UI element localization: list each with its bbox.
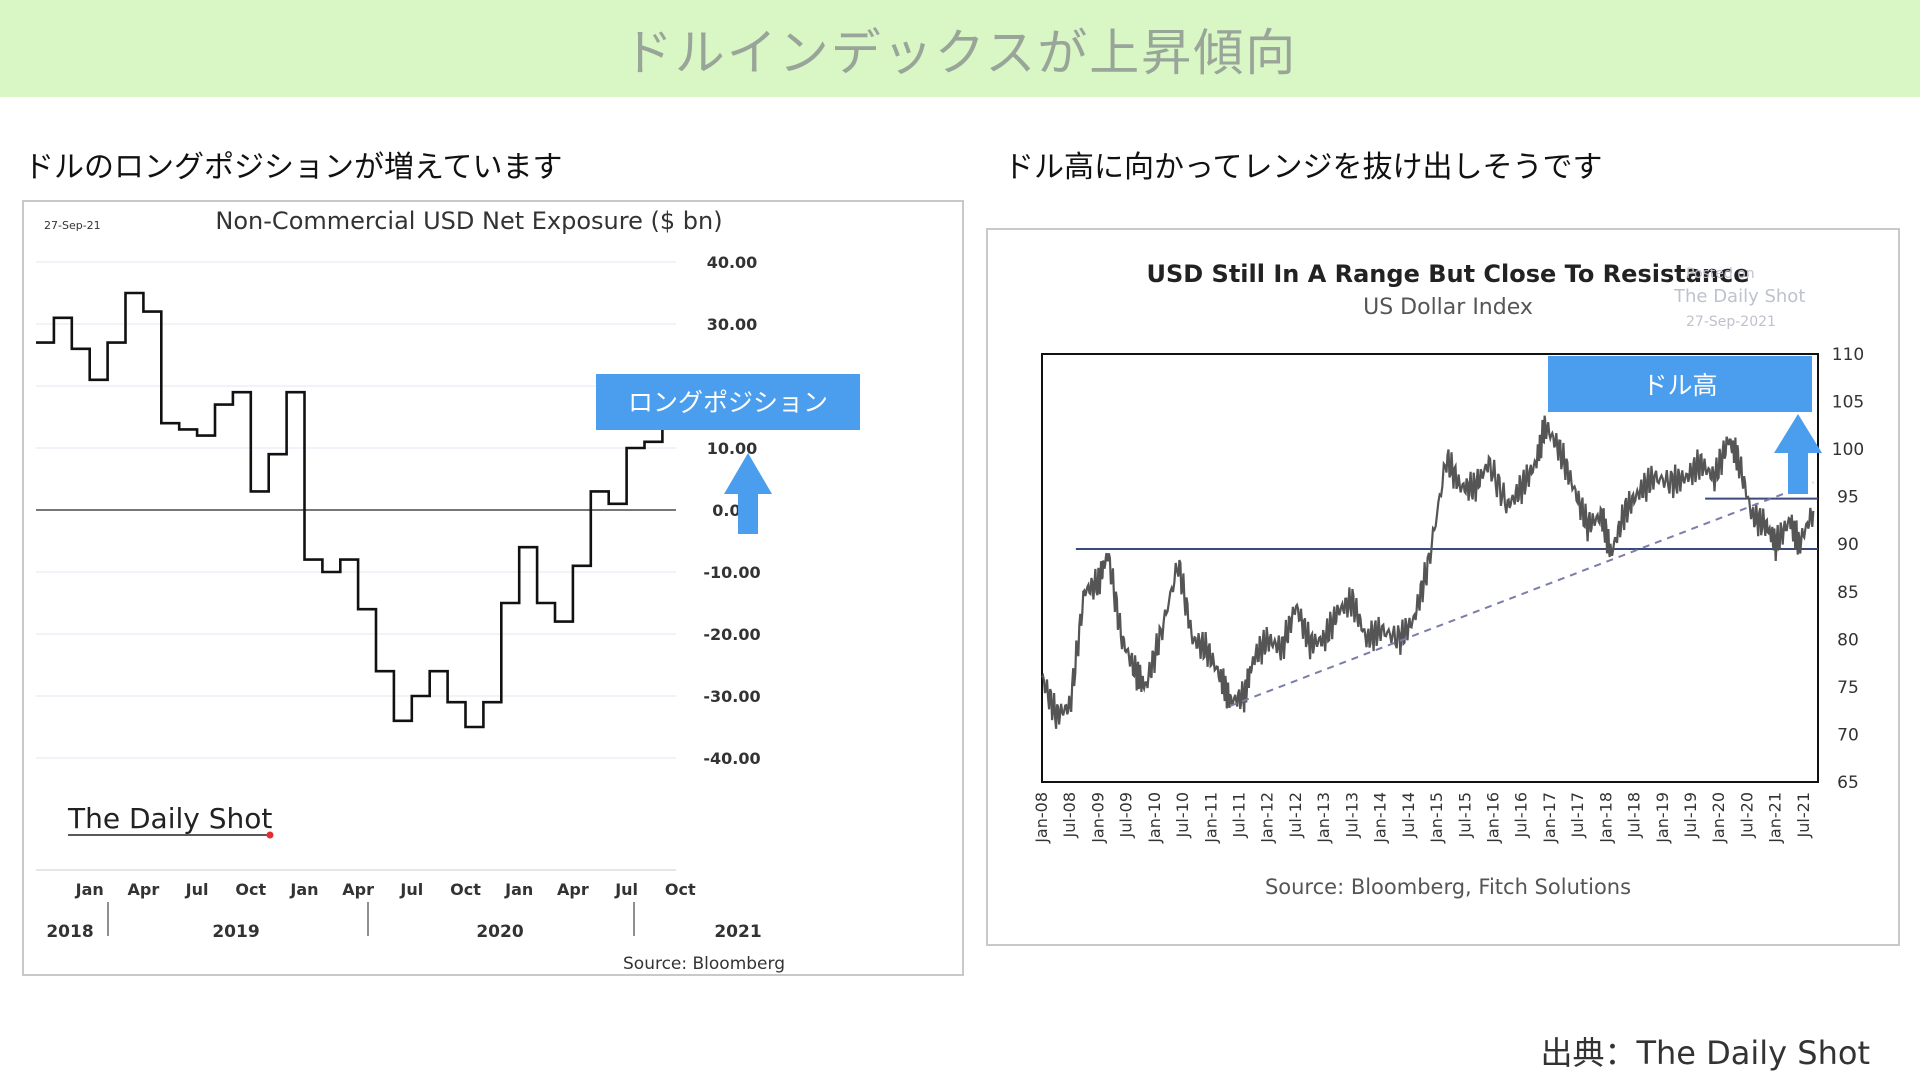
daily-shot-logo: The Daily Shot — [67, 802, 274, 839]
x-tick-label: Jul-14 — [1399, 792, 1418, 838]
x-tick-label: Oct — [665, 880, 696, 899]
year-label: 2019 — [212, 922, 259, 942]
callout-label: ドル高 — [1642, 371, 1717, 400]
y-tick-label: 90 — [1837, 535, 1859, 555]
x-tick-label: Jan-16 — [1484, 792, 1503, 844]
x-tick-label: Jan-15 — [1427, 792, 1446, 844]
net-exposure-line — [36, 291, 664, 729]
y-tick-label: -20.00 — [703, 625, 760, 644]
dollar-strength-callout: ドル高 — [1548, 356, 1822, 494]
x-tick-label: Jan-18 — [1596, 792, 1615, 844]
watermark: Posted on The Daily Shot 27-Sep-2021 — [1673, 266, 1805, 330]
y-tick-label: 65 — [1837, 773, 1859, 793]
long-position-callout: ロングポジション — [596, 374, 860, 534]
y-tick-label: 95 — [1837, 488, 1859, 508]
x-tick-label: Apr — [342, 880, 374, 899]
x-tick-label: Jan-14 — [1371, 792, 1390, 844]
right-chart-panel: USD Still In A Range But Close To Resist… — [986, 228, 1900, 946]
x-tick-label: Jan-09 — [1088, 792, 1107, 844]
x-tick-label: Jan-21 — [1766, 792, 1785, 844]
watermark-line-1: Posted on — [1686, 266, 1755, 282]
x-tick-label: Jul-15 — [1455, 792, 1474, 838]
x-tick-label: Jan-19 — [1653, 792, 1672, 844]
y-tick-label: 105 — [1832, 393, 1864, 413]
x-tick-label: Jul-13 — [1342, 792, 1361, 838]
logo-text: The Daily Shot — [67, 802, 272, 835]
x-tick-label: Jan-12 — [1258, 792, 1277, 844]
x-tick-label: Jan — [75, 880, 104, 899]
up-arrow-icon — [724, 453, 772, 534]
x-tick-label: Jan — [289, 880, 318, 899]
dollar-index-chart: USD Still In A Range But Close To Resist… — [1032, 260, 1864, 899]
x-tick-label: Jan-13 — [1314, 792, 1333, 844]
x-tick-label: Jul-08 — [1060, 792, 1079, 838]
year-label: 2021 — [714, 922, 761, 942]
y-tick-label: 10.00 — [707, 439, 758, 458]
watermark-line-2: The Daily Shot — [1673, 286, 1805, 307]
x-tick-label: Jul — [399, 880, 423, 899]
y-tick-label: -40.00 — [703, 749, 760, 768]
x-tick-label: Jan-08 — [1032, 792, 1051, 844]
y-tick-label: 40.00 — [707, 253, 758, 272]
watermark-line-3: 27-Sep-2021 — [1686, 314, 1776, 330]
chart-title: Non-Commercial USD Net Exposure ($ bn) — [215, 207, 722, 235]
y-tick-label: -10.00 — [703, 563, 760, 582]
x-tick-label: Apr — [128, 880, 160, 899]
x-tick-label: Oct — [450, 880, 481, 899]
source-credit: 出典：The Daily Shot — [1540, 1034, 1870, 1072]
chart-date: 27-Sep-21 — [44, 219, 101, 232]
chart-title: USD Still In A Range But Close To Resist… — [1146, 260, 1749, 288]
x-tick-label: Oct — [235, 880, 266, 899]
x-tick-label: Jul-17 — [1568, 792, 1587, 838]
y-tick-label: -30.00 — [703, 687, 760, 706]
x-tick-label: Jul — [185, 880, 209, 899]
x-tick-label: Jul-09 — [1117, 792, 1136, 838]
right-caption: ドル高に向かってレンジを抜け出しそうです — [1004, 150, 1603, 185]
dollar-index-line — [1041, 415, 1815, 729]
up-arrow-icon — [1774, 414, 1822, 494]
y-tick-label: 110 — [1832, 345, 1864, 365]
x-tick-label: Jul-20 — [1738, 792, 1757, 838]
x-tick-label: Jan-20 — [1709, 792, 1728, 844]
x-tick-label: Jul-11 — [1230, 792, 1249, 838]
title-banner: ドルインデックスが上昇傾向 — [0, 0, 1920, 97]
page-title: ドルインデックスが上昇傾向 — [622, 23, 1298, 82]
x-tick-label: Jul-18 — [1625, 792, 1644, 838]
plot-area — [1041, 353, 1819, 783]
y-tick-label: 85 — [1837, 583, 1859, 603]
x-tick-label: Apr — [557, 880, 589, 899]
x-tick-label: Jul — [614, 880, 638, 899]
x-tick-label: Jul-21 — [1794, 792, 1813, 838]
year-label: 2018 — [46, 922, 93, 942]
y-tick-label: 80 — [1837, 630, 1859, 650]
y-tick-label: 100 — [1832, 440, 1864, 460]
callout-label: ロングポジション — [628, 388, 828, 417]
x-tick-label: Jan — [504, 880, 533, 899]
x-tick-label: Jul-12 — [1286, 792, 1305, 838]
left-chart-panel: 27-Sep-21 Non-Commercial USD Net Exposur… — [22, 200, 964, 976]
x-tick-label: Jul-10 — [1173, 792, 1192, 838]
left-caption: ドルのロングポジションが増えています — [24, 150, 563, 185]
y-tick-label: 30.00 — [707, 315, 758, 334]
year-label: 2020 — [476, 922, 523, 942]
chart-source: Source: Bloomberg — [623, 954, 785, 974]
x-tick-label: Jul-19 — [1681, 792, 1700, 838]
x-tick-label: Jan-17 — [1540, 792, 1559, 844]
y-tick-label: 75 — [1837, 678, 1859, 698]
chart-subtitle: US Dollar Index — [1363, 295, 1533, 320]
x-tick-label: Jan-10 — [1145, 792, 1164, 844]
x-tick-label: Jul-16 — [1512, 792, 1531, 838]
y-tick-label: 70 — [1837, 725, 1859, 745]
chart-source: Source: Bloomberg, Fitch Solutions — [1265, 875, 1631, 899]
x-tick-label: Jan-11 — [1201, 792, 1220, 844]
net-exposure-chart: 27-Sep-21 Non-Commercial USD Net Exposur… — [36, 207, 860, 974]
trend-line — [1229, 481, 1814, 707]
